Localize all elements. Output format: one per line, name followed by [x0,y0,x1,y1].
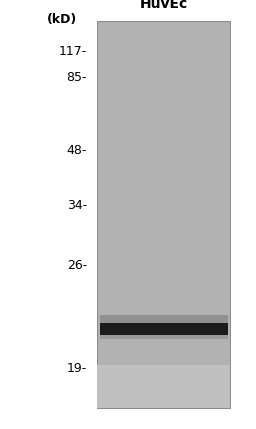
Text: (kD): (kD) [47,13,77,26]
Text: 26-: 26- [67,260,87,272]
Text: HuvEc: HuvEc [140,0,188,11]
Bar [100,335,228,339]
Text: 34-: 34- [67,199,87,212]
Bar [100,315,228,323]
Bar [97,21,230,408]
Bar [100,323,228,335]
Text: 117-: 117- [59,45,87,58]
Bar [97,365,230,408]
Text: 48-: 48- [67,144,87,157]
Text: 19-: 19- [67,363,87,375]
Text: 85-: 85- [67,71,87,84]
